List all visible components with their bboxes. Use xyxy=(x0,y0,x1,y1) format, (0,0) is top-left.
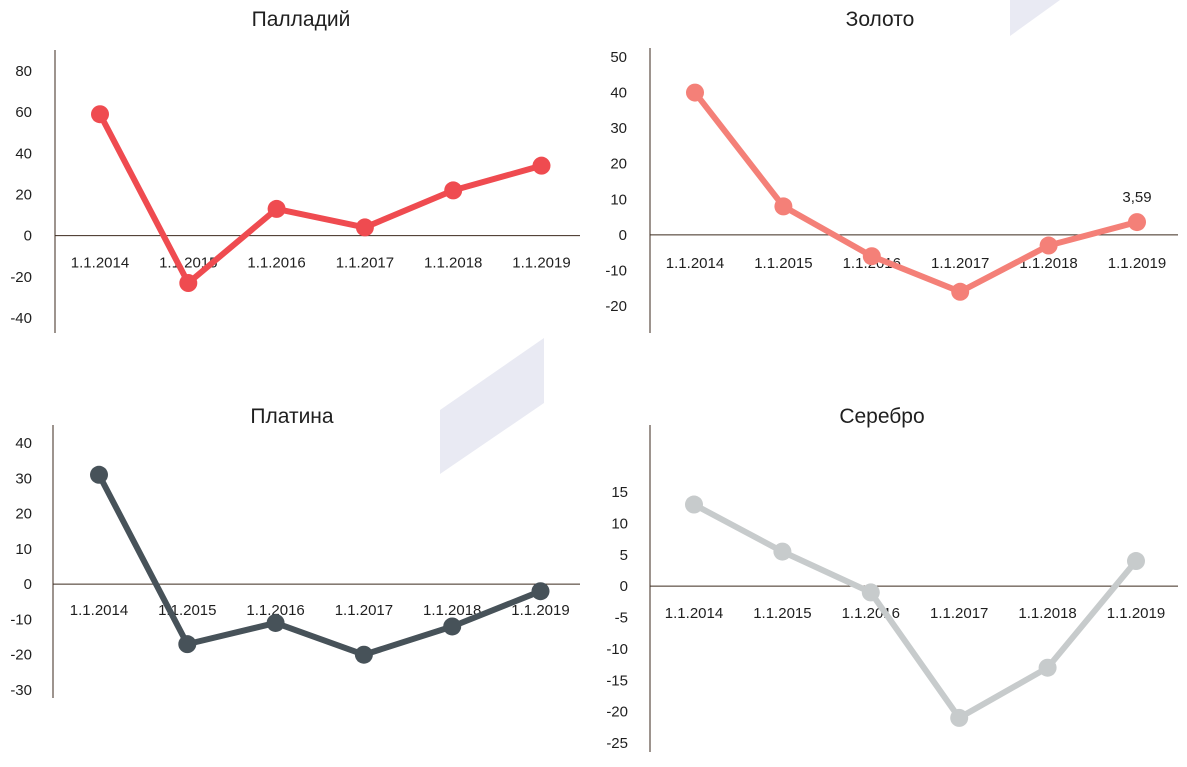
y-tick-label: 15 xyxy=(611,484,628,501)
y-tick-label: -20 xyxy=(10,647,32,664)
data-point xyxy=(90,465,108,484)
series-line xyxy=(97,111,545,287)
y-tick-label: 20 xyxy=(15,187,32,204)
data-point xyxy=(951,282,970,301)
chart-title: Палладий xyxy=(252,8,351,31)
x-tick-label: 1.1.2018 xyxy=(424,255,482,272)
decorative-shape xyxy=(440,338,544,474)
x-tick-label: 1.1.2019 xyxy=(511,602,569,619)
chart-title: Платина xyxy=(250,405,334,428)
gold-chart: Золото 50 40 30 20 10 0 -10 -20 1.1.2014 1.1.2015 1… xyxy=(605,8,1178,333)
y-tick-label: 40 xyxy=(15,145,32,162)
series-line xyxy=(691,501,1139,721)
x-tick-label: 1.1.2018 xyxy=(1019,255,1077,272)
series-line xyxy=(96,471,544,658)
x-tick-label: 1.1.2014 xyxy=(665,605,723,622)
data-point xyxy=(531,582,550,601)
x-tick-label: 1.1.2017 xyxy=(931,255,989,272)
y-tick-label: -30 xyxy=(10,682,32,699)
x-tick-label: 1.1.2016 xyxy=(246,602,304,619)
y-tick-label: -20 xyxy=(605,298,627,315)
data-point xyxy=(178,635,197,654)
data-point xyxy=(444,181,463,200)
x-tick-label: 1.1.2017 xyxy=(336,255,394,272)
y-tick-label: 0 xyxy=(619,227,627,244)
y-tick-label: 20 xyxy=(610,156,627,173)
data-point xyxy=(179,274,198,293)
x-tick-label: 1.1.2014 xyxy=(71,255,129,272)
y-tick-label: -20 xyxy=(606,704,628,721)
data-point xyxy=(685,495,703,514)
y-tick-label: 40 xyxy=(610,85,627,102)
x-tick-label: 1.1.2019 xyxy=(512,255,570,272)
y-tick-label: 5 xyxy=(620,547,628,564)
y-tick-label: 40 xyxy=(15,435,32,452)
data-point xyxy=(774,197,793,216)
data-point xyxy=(266,613,285,632)
y-tick-label: 10 xyxy=(610,191,627,208)
silver-chart: Серебро 15 10 5 0 -5 -10 -15 -20 -25 1.1.2014 1.1.2… xyxy=(606,405,1178,752)
y-tick-label: -10 xyxy=(606,641,628,658)
data-point xyxy=(355,218,374,237)
data-point xyxy=(773,542,792,561)
y-tick-label: -15 xyxy=(606,672,628,689)
y-tick-label: -10 xyxy=(10,611,32,628)
data-point xyxy=(1038,658,1057,677)
x-tick-label: 1.1.2015 xyxy=(753,605,811,622)
data-point xyxy=(267,199,286,218)
y-tick-label: 10 xyxy=(611,515,628,532)
y-tick-label: -20 xyxy=(10,269,32,286)
x-tick-label: 1.1.2014 xyxy=(666,255,724,272)
data-point xyxy=(686,83,704,102)
y-tick-label: -25 xyxy=(606,735,628,752)
x-tick-label: 1.1.2018 xyxy=(423,602,481,619)
data-label: 3,59 xyxy=(1122,189,1151,206)
data-point xyxy=(862,247,881,266)
x-tick-label: 1.1.2019 xyxy=(1108,255,1166,272)
data-point xyxy=(1127,552,1145,571)
y-tick-label: -10 xyxy=(605,262,627,279)
x-tick-label: 1.1.2015 xyxy=(754,255,812,272)
y-tick-label: 0 xyxy=(24,576,32,593)
y-tick-label: -5 xyxy=(615,610,628,627)
data-point xyxy=(1128,213,1146,232)
data-point xyxy=(950,708,969,727)
x-tick-label: 1.1.2014 xyxy=(70,602,128,619)
decorative-shape xyxy=(1010,0,1060,36)
x-tick-label: 1.1.2017 xyxy=(335,602,393,619)
y-tick-label: 20 xyxy=(15,506,32,523)
x-tick-label: 1.1.2017 xyxy=(930,605,988,622)
x-tick-label: 1.1.2016 xyxy=(247,255,305,272)
chart-title: Золото xyxy=(846,8,915,31)
y-tick-label: 30 xyxy=(610,120,627,137)
y-tick-label: 0 xyxy=(620,578,628,595)
data-point xyxy=(861,583,880,602)
series-line xyxy=(692,89,1140,295)
y-tick-label: 60 xyxy=(15,104,32,121)
data-point xyxy=(1039,236,1058,255)
y-tick-label: 30 xyxy=(15,470,32,487)
chart-title: Серебро xyxy=(839,405,924,428)
data-point xyxy=(91,105,109,124)
y-tick-label: 10 xyxy=(15,541,32,558)
y-tick-label: 50 xyxy=(610,49,627,66)
data-point xyxy=(354,645,373,664)
data-point xyxy=(443,617,462,636)
x-tick-label: 1.1.2018 xyxy=(1018,605,1076,622)
y-tick-label: 80 xyxy=(15,63,32,80)
platinum-chart: Платина 40 30 20 10 0 -10 -20 -30 1.1.2014 1.1.201… xyxy=(10,405,580,699)
data-point xyxy=(532,156,551,175)
y-tick-label: -40 xyxy=(10,310,32,327)
y-tick-label: 0 xyxy=(24,228,32,245)
x-tick-label: 1.1.2019 xyxy=(1107,605,1165,622)
